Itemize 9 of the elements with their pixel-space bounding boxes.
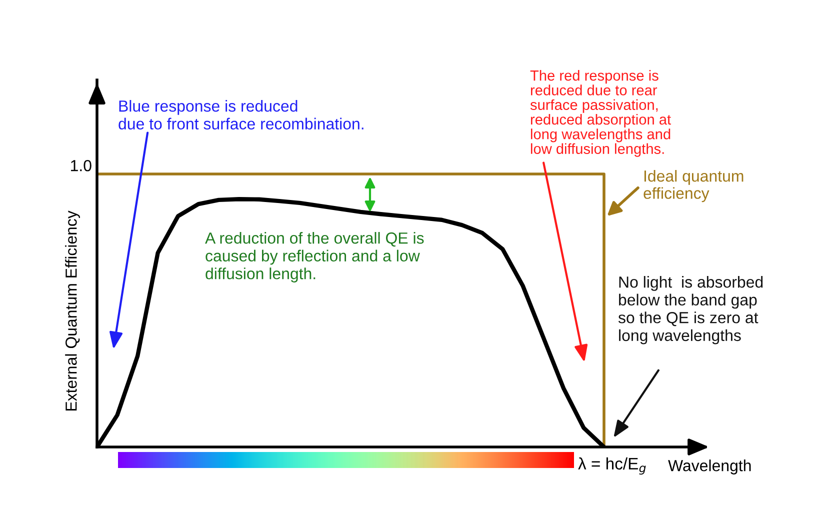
text: 1.0 bbox=[71, 160, 92, 172]
text: λ = hc/E$_{g}$ bbox=[578, 457, 646, 475]
text: Blue response is reduced due to front surface recombination. bbox=[118, 100, 364, 130]
y-axis-title: External Quantum Efficiency bbox=[65, 210, 80, 411]
x-axis-title: Wavelength bbox=[668, 460, 751, 474]
text: No light is absorbed below the band gap so the QE is zero at long wavelengths bbox=[618, 276, 763, 344]
text: Ideal quantum efficiency bbox=[644, 170, 744, 202]
annotation: A reduction of the overall QE is caused by reflection and a low diffusion length. bbox=[205, 232, 424, 282]
text: The red response is reduced due to rear surface passivation, reduced absorption at long wavelengths and low diffusion lengths. bbox=[530, 70, 671, 157]
